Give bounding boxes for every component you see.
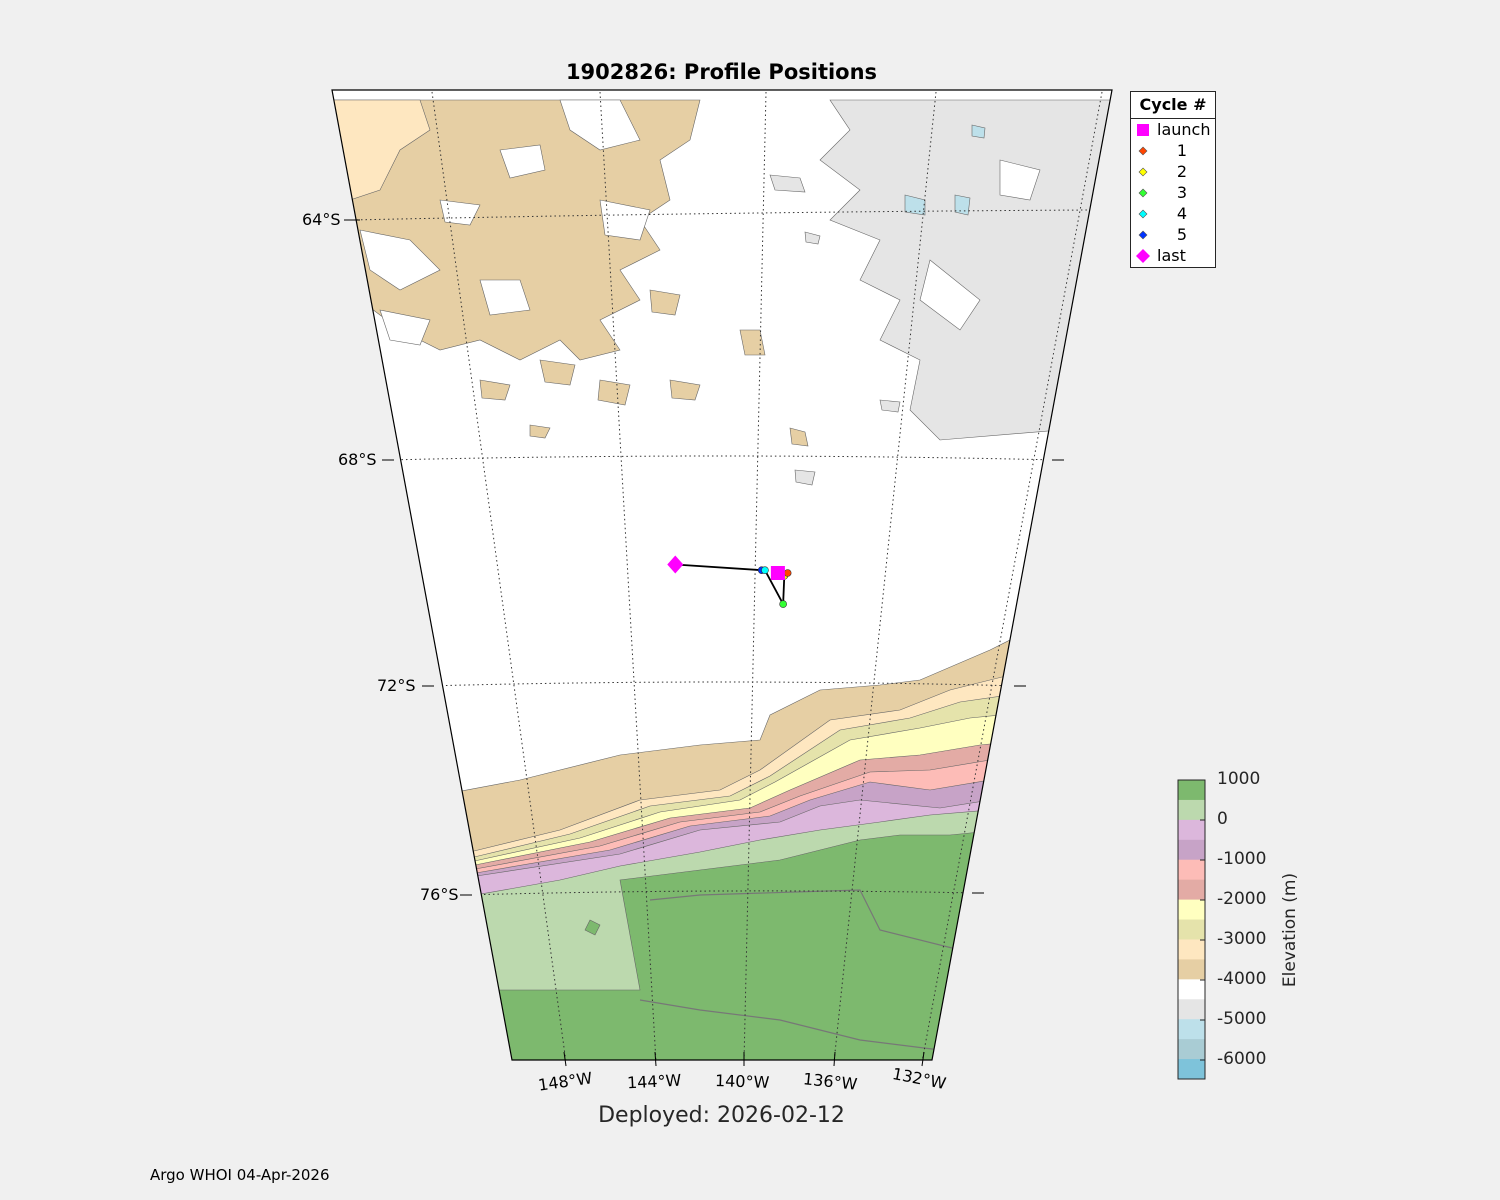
- square-marker-icon: [1137, 124, 1149, 136]
- circle-marker-icon: [1138, 209, 1148, 219]
- colorbar-tick-label: -5000: [1217, 1009, 1267, 1029]
- profile-position-cycle-last: [667, 555, 684, 574]
- colorbar-segment: [1178, 799, 1205, 821]
- land-green: [332, 829, 1112, 1060]
- colorbar-segment: [1178, 1059, 1205, 1080]
- legend-item-last: last: [1131, 245, 1215, 266]
- colorbar-segment: [1178, 1039, 1205, 1060]
- legend-header: Cycle #: [1131, 92, 1215, 119]
- diamond-marker-icon: [1136, 249, 1150, 263]
- colorbar-segment: [1178, 780, 1205, 801]
- colorbar-segment: [1178, 999, 1205, 1020]
- colorbar-frame: [1177, 779, 1206, 1080]
- legend-label: 2: [1176, 162, 1188, 181]
- legend-item-launch: launch: [1131, 119, 1215, 140]
- colorbar-tick-label: 1000: [1217, 769, 1261, 789]
- map-title: 1902826: Profile Positions: [565, 60, 878, 84]
- colorbar-tick-label: -4000: [1217, 969, 1267, 989]
- legend-label: 5: [1176, 225, 1188, 244]
- colorbar-tick-label: 0: [1217, 809, 1228, 829]
- footer-credit: Argo WHOI 04-Apr-2026: [150, 1166, 330, 1184]
- colorbar-segment: [1178, 1019, 1205, 1040]
- colorbar-segment: [1178, 819, 1205, 841]
- lat-label-68: 68°S: [338, 450, 377, 469]
- legend-label: 4: [1176, 204, 1188, 223]
- lat-label-72: 72°S: [377, 676, 416, 695]
- profile-position-cycle-1: [783, 569, 792, 577]
- cycle-legend: Cycle # launch 1 2 3 4 5 last: [1130, 91, 1216, 268]
- colorbar-segment: [1178, 839, 1205, 861]
- circle-marker-icon: [1138, 230, 1148, 240]
- lat-label-64: 64°S: [302, 210, 341, 229]
- legend-item-1: 1: [1131, 140, 1215, 161]
- colorbar-segment: [1178, 879, 1205, 901]
- lon-label-144: 144°W: [626, 1070, 682, 1093]
- colorbar-tick-label: -2000: [1217, 889, 1267, 909]
- legend-item-2: 2: [1131, 161, 1215, 182]
- deployed-date: Deployed: 2026-02-12: [598, 1103, 845, 1128]
- legend-label: 3: [1176, 183, 1188, 202]
- map-frame: [331, 89, 1113, 1061]
- colorbar-segment: [1178, 939, 1205, 960]
- elevation-colorbar: [1177, 779, 1206, 1080]
- colorbar-tick-label: -3000: [1217, 929, 1267, 949]
- lat-label-76: 76°S: [420, 885, 459, 904]
- circle-marker-icon: [1138, 146, 1148, 156]
- legend-item-3: 3: [1131, 182, 1215, 203]
- colorbar-segment: [1178, 979, 1205, 1000]
- circle-marker-icon: [1138, 167, 1148, 177]
- legend-label: 1: [1176, 141, 1188, 160]
- legend-item-4: 4: [1131, 203, 1215, 224]
- profile-position-cycle-4: [761, 566, 769, 574]
- circle-marker-icon: [1138, 188, 1148, 198]
- colorbar-tick-label: -6000: [1217, 1049, 1267, 1069]
- legend-item-5: 5: [1131, 224, 1215, 245]
- colorbar-segment: [1178, 959, 1205, 980]
- legend-label: launch: [1157, 120, 1211, 139]
- profile-position-cycle-3: [779, 600, 787, 608]
- lon-label-140: 140°W: [714, 1071, 770, 1092]
- profile-position-cycle-launch: [770, 566, 785, 580]
- colorbar-segment: [1178, 919, 1205, 940]
- legend-label: last: [1157, 246, 1186, 265]
- colorbar-segment: [1178, 899, 1205, 921]
- colorbar-label: Elevation (m): [1280, 872, 1300, 988]
- colorbar-segment: [1178, 859, 1205, 881]
- float-track: [667, 555, 792, 608]
- colorbar-tick-label: -1000: [1217, 849, 1267, 869]
